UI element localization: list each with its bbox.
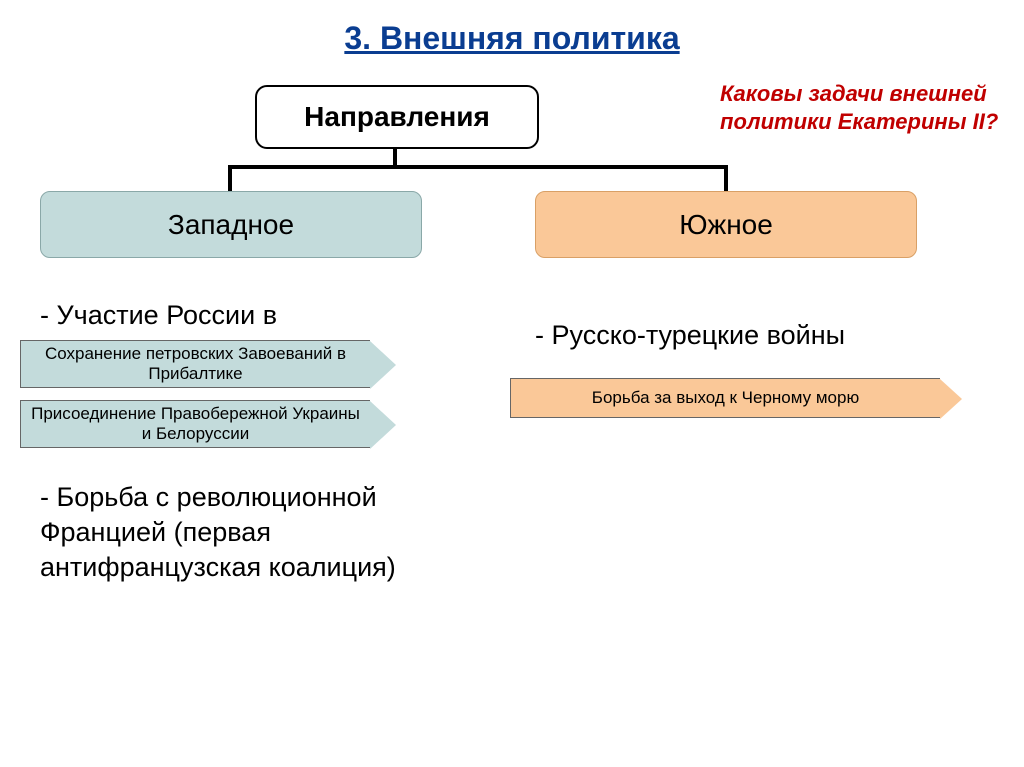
west-arrow-2: Присоединение Правобережной Украины и Бе… [20,400,370,448]
section-title: 3. Внешняя политика [0,0,1024,57]
south-arrow-1-label: Борьба за выход к Черному морю [592,388,859,408]
branch-south: Южное [535,191,917,258]
branch-west: Западное [40,191,422,258]
branch-west-label: Западное [168,209,294,241]
west-arrow-1: Сохранение петровских Завоеваний в Приба… [20,340,370,388]
west-bullet-2: - Борьба с революционной Францией (перва… [40,480,440,585]
connector-root [393,147,397,165]
west-arrow-2-label: Присоединение Правобережной Украины и Бе… [29,404,362,444]
root-node: Направления [255,85,539,149]
branch-south-label: Южное [679,209,773,241]
root-label: Направления [304,101,490,133]
connector-horizontal [228,165,728,169]
west-arrow-1-label: Сохранение петровских Завоеваний в Приба… [29,344,362,384]
west-bullet-1: - Участие России в [40,300,277,331]
side-question: Каковы задачи внешней политики Екатерины… [720,80,1000,135]
south-bullet-1: - Русско-турецкие войны [535,320,845,351]
connector-left [228,165,232,191]
connector-right [724,165,728,191]
south-arrow-1: Борьба за выход к Черному морю [510,378,940,418]
